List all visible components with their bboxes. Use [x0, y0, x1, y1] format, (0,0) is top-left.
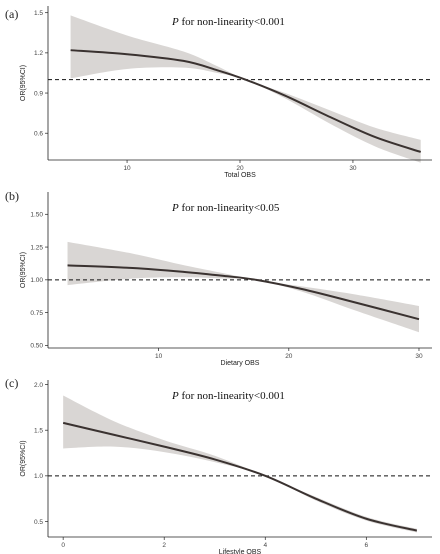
chart-panel-3: (c) 0.5 1.0 1.5 2.0 0 2 4 6 Lifestyle OBS OR(95%CI… — [5, 376, 432, 554]
y-tick-label: 0.6 — [34, 131, 43, 138]
x-tick-label: 6 — [365, 542, 369, 549]
panel-label: (b) — [5, 189, 19, 203]
y-axis-title: OR(95%CI) — [20, 65, 27, 101]
y-tick-label: 2.0 — [34, 382, 43, 389]
y-tick-label: 1.25 — [30, 244, 43, 251]
x-axis-title: Lifestyle OBS — [219, 549, 262, 554]
annotation-text: for non-linearity<0.001 — [179, 390, 285, 402]
confidence-band — [70, 15, 421, 163]
y-axis-title: OR(95%CI) — [20, 252, 27, 288]
y-tick-label: 0.50 — [30, 343, 43, 350]
nonlinearity-annotation: P for non-linearity<0.001 — [171, 390, 285, 402]
nonlinearity-annotation: P for non-linearity<0.001 — [171, 16, 285, 28]
y-tick-label: 0.75 — [30, 310, 43, 317]
y-tick-label: 1.2 — [34, 50, 43, 57]
x-tick-label: 10 — [155, 353, 163, 360]
annotation-text: for non-linearity<0.001 — [179, 16, 285, 28]
x-axis-title: Dietary OBS — [221, 360, 260, 367]
panel-label: (a) — [5, 7, 18, 21]
x-tick-label: 2 — [162, 542, 166, 549]
y-tick-label: 1.00 — [30, 277, 43, 284]
series-line — [62, 421, 418, 532]
y-tick-label: 0.9 — [34, 90, 43, 97]
x-tick-label: 30 — [415, 353, 423, 360]
y-tick-label: 1.5 — [34, 428, 43, 435]
confidence-band — [67, 241, 419, 333]
annotation-p: P — [171, 390, 179, 402]
x-tick-label: 4 — [263, 542, 267, 549]
series-line — [67, 264, 420, 321]
x-tick-label: 20 — [236, 165, 244, 172]
x-tick-label: 0 — [61, 542, 65, 549]
y-axis-title: OR(95%CI) — [20, 440, 27, 476]
panel-label: (c) — [5, 376, 18, 390]
y-tick-label: 0.5 — [34, 519, 43, 526]
x-axis-title: Total OBS — [224, 172, 256, 179]
nonlinearity-annotation: P for non-linearity<0.05 — [171, 202, 280, 214]
chart-panel-2: (b) 0.50 0.75 1.00 1.25 1.50 10 20 30 Dietary OBS… — [5, 189, 432, 367]
confidence-band — [63, 395, 417, 533]
annotation-p: P — [171, 16, 179, 28]
x-tick-label: 20 — [285, 353, 293, 360]
y-tick-label: 1.50 — [30, 212, 43, 219]
chart-panel-1: (a) 0.6 0.9 1.2 1.5 10 20 30 Total OBS OR(95%CI) P… — [5, 6, 432, 179]
y-tick-label: 1.0 — [34, 473, 43, 480]
x-tick-label: 30 — [349, 165, 357, 172]
series-line — [70, 49, 422, 153]
annotation-text: for non-linearity<0.05 — [179, 202, 280, 214]
x-tick-label: 10 — [123, 165, 131, 172]
y-tick-label: 1.5 — [34, 10, 43, 17]
annotation-p: P — [171, 202, 179, 214]
